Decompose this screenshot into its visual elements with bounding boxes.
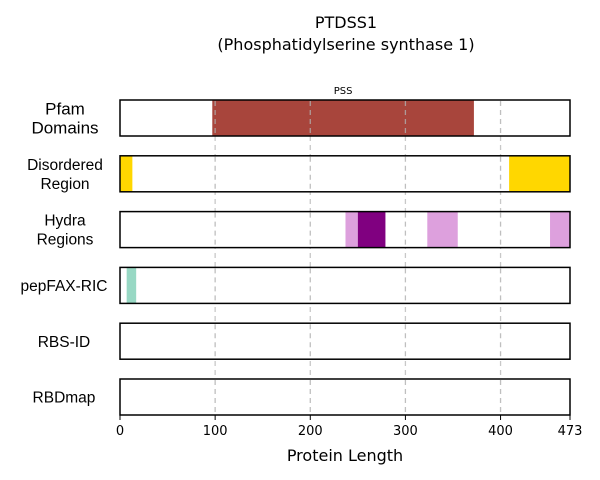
- track-segment: [509, 155, 570, 192]
- track-border: [119, 322, 571, 360]
- track-3: pepFAX-RIC: [20, 266, 571, 305]
- track-label: Disordered: [27, 157, 103, 174]
- track-bg: [120, 211, 570, 248]
- x-tick-label: 200: [298, 424, 323, 439]
- track-bg: [120, 379, 570, 415]
- x-tick-label: 400: [488, 424, 513, 439]
- track-5: RBDmap: [33, 378, 571, 416]
- track-segment: [550, 211, 570, 248]
- track-label: Domains: [31, 119, 98, 138]
- track-label: pepFAX-RIC: [20, 278, 107, 295]
- chart-title: PTDSS1: [315, 13, 377, 32]
- track-label: Hydra: [44, 213, 86, 230]
- track-segment: [126, 267, 137, 304]
- track-bg: [120, 323, 570, 360]
- x-axis: 0 100 200 300 400 473: [116, 415, 583, 439]
- track-label: Pfam: [45, 100, 85, 119]
- track-label: Region: [40, 176, 89, 193]
- track-bg: [120, 155, 570, 192]
- track-4: RBS-ID: [38, 322, 571, 360]
- track-label: RBDmap: [33, 390, 96, 407]
- x-tick-label: 300: [393, 424, 418, 439]
- x-axis-label: Protein Length: [287, 446, 403, 465]
- chart-subtitle: (Phosphatidylserine synthase 1): [217, 35, 474, 54]
- track-label: Regions: [37, 232, 94, 249]
- track-segment: [212, 100, 474, 136]
- domain-label: PSS: [334, 86, 353, 97]
- track-border: [119, 155, 571, 193]
- track-segment: [357, 211, 386, 248]
- grid-lines: [214, 100, 502, 415]
- x-tick-label: 100: [203, 424, 228, 439]
- track-border: [119, 210, 571, 249]
- track-segment: [120, 155, 133, 192]
- track-2: Hydra Regions: [37, 210, 571, 249]
- track-1: Disordered Region: [27, 155, 571, 193]
- track-border: [119, 99, 571, 137]
- track-segment: [427, 211, 458, 248]
- track-label: RBS-ID: [38, 334, 91, 351]
- track-bg: [120, 267, 570, 304]
- track-border: [119, 266, 571, 305]
- track-segment: [345, 211, 358, 248]
- track-border: [119, 378, 571, 416]
- x-tick-label: 473: [558, 424, 583, 439]
- x-tick-label: 0: [116, 424, 124, 439]
